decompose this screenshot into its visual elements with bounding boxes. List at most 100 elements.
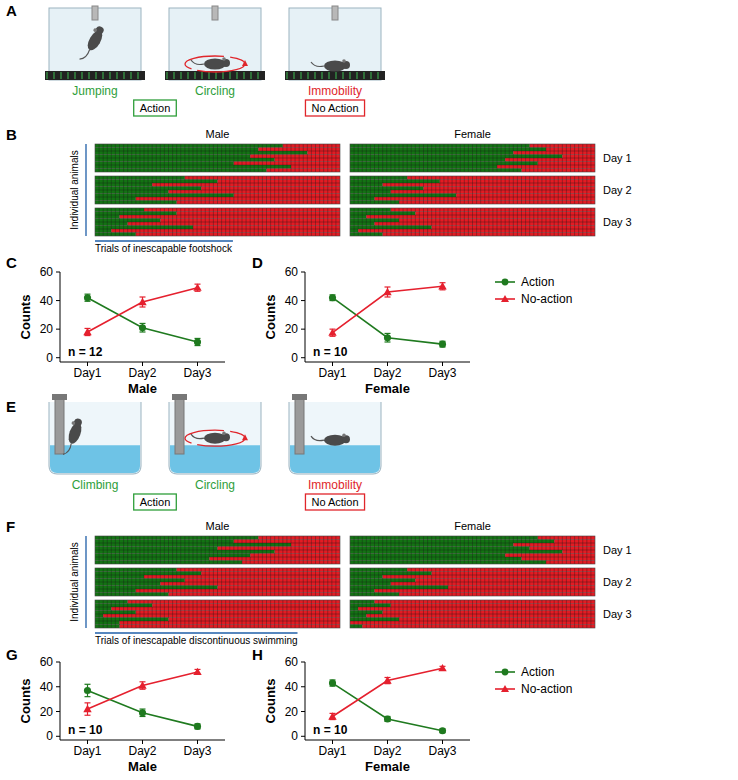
apparatus bbox=[169, 394, 261, 474]
group-label: No Action bbox=[311, 102, 358, 114]
cell-line bbox=[95, 168, 340, 169]
floor-bar bbox=[293, 72, 294, 79]
annotation: n = 10 bbox=[68, 723, 103, 737]
error-bar bbox=[330, 680, 336, 686]
cell-line bbox=[95, 211, 340, 212]
cell-line bbox=[350, 546, 595, 547]
x-tick-label: Day2 bbox=[373, 744, 401, 758]
cell-line bbox=[350, 186, 595, 187]
floor-bar bbox=[81, 72, 82, 79]
error-cap bbox=[330, 336, 336, 337]
block-frame bbox=[350, 536, 595, 564]
mouse-tail bbox=[311, 436, 324, 441]
cell-line bbox=[95, 183, 340, 184]
block-frame bbox=[95, 600, 340, 628]
x-tick-label: Day2 bbox=[128, 744, 156, 758]
y-axis-title: Counts bbox=[263, 679, 278, 724]
y-tick bbox=[56, 686, 60, 687]
floor-bar bbox=[187, 72, 188, 79]
mouse-ear bbox=[222, 431, 226, 435]
cell-line bbox=[95, 578, 340, 579]
y-tick bbox=[56, 300, 60, 301]
floor-bar bbox=[109, 72, 110, 79]
heatmap-block bbox=[350, 144, 595, 172]
cell-line bbox=[95, 571, 340, 572]
apparatus bbox=[285, 6, 385, 80]
x-tick-label: Day1 bbox=[73, 366, 101, 380]
x-axis-title: Trials of inescapable footshock bbox=[95, 243, 233, 254]
cell-line bbox=[350, 621, 595, 622]
cell-line bbox=[95, 186, 340, 187]
legend-item: No-action bbox=[495, 292, 572, 306]
y-tick bbox=[56, 711, 60, 712]
floor-bar bbox=[314, 72, 315, 79]
cell-line bbox=[350, 151, 595, 152]
marker bbox=[502, 669, 509, 676]
y-tick-label: 20 bbox=[285, 705, 299, 719]
y-tick-label: 0 bbox=[46, 351, 53, 365]
panel-letter: H bbox=[252, 646, 263, 663]
rod bbox=[55, 396, 64, 454]
y-axis-title: Counts bbox=[18, 295, 33, 340]
cell-line bbox=[95, 151, 340, 152]
panel-letter: B bbox=[6, 126, 17, 143]
error-cap bbox=[385, 296, 391, 297]
group-box bbox=[134, 100, 177, 116]
floor-bar bbox=[342, 72, 343, 79]
cell-line bbox=[95, 575, 340, 576]
marker bbox=[384, 334, 391, 341]
cell-line bbox=[95, 200, 340, 201]
floor-bar bbox=[349, 72, 350, 79]
marker bbox=[84, 294, 91, 301]
cell-line bbox=[350, 211, 595, 212]
floor-bar bbox=[116, 72, 117, 79]
cell-line bbox=[95, 218, 340, 219]
circling-path bbox=[185, 430, 245, 446]
series-line bbox=[88, 298, 198, 342]
grid-floor bbox=[285, 71, 385, 80]
cell-line bbox=[95, 621, 340, 622]
trials-axis bbox=[95, 632, 298, 633]
annotation: n = 12 bbox=[68, 345, 103, 359]
group-box bbox=[305, 100, 364, 116]
marker bbox=[439, 341, 446, 348]
floor-bar bbox=[46, 72, 47, 79]
marker bbox=[193, 284, 201, 291]
cell-line bbox=[350, 614, 595, 615]
heatmap-block bbox=[350, 536, 595, 564]
y-axis-title: Individual animals bbox=[69, 542, 80, 622]
y-axis-title: Counts bbox=[263, 295, 278, 340]
floor-bar bbox=[356, 72, 357, 79]
x-tick-label: Day1 bbox=[73, 744, 101, 758]
legend-label: No-action bbox=[521, 292, 572, 306]
y-axis bbox=[60, 662, 61, 740]
floor-bar bbox=[53, 72, 54, 79]
group-header: Female bbox=[454, 520, 491, 532]
mouse-tail bbox=[80, 48, 90, 62]
panel-letter: C bbox=[6, 254, 17, 271]
floor-bar bbox=[335, 72, 336, 79]
marker bbox=[328, 329, 336, 336]
series-line bbox=[88, 672, 198, 709]
apparatus bbox=[45, 6, 145, 80]
cell-line bbox=[95, 582, 340, 583]
y-tick-label: 40 bbox=[285, 294, 299, 308]
y-tick bbox=[301, 329, 305, 330]
block-frame bbox=[95, 144, 340, 172]
floor-bar bbox=[321, 72, 322, 79]
cell-line bbox=[350, 190, 595, 191]
group-box bbox=[305, 494, 364, 510]
floor-bar bbox=[166, 72, 167, 79]
marker bbox=[193, 668, 201, 675]
error-bar bbox=[85, 294, 91, 301]
y-tick-label: 20 bbox=[40, 705, 54, 719]
floor-bar bbox=[243, 72, 244, 79]
cell-line bbox=[350, 158, 595, 159]
floor-bar bbox=[67, 72, 68, 79]
group-label: Action bbox=[140, 102, 171, 114]
cell-line bbox=[350, 624, 595, 625]
x-tick-label: Day2 bbox=[373, 366, 401, 380]
y-tick bbox=[56, 736, 60, 737]
block-frame bbox=[95, 536, 340, 564]
group-box bbox=[134, 494, 177, 510]
